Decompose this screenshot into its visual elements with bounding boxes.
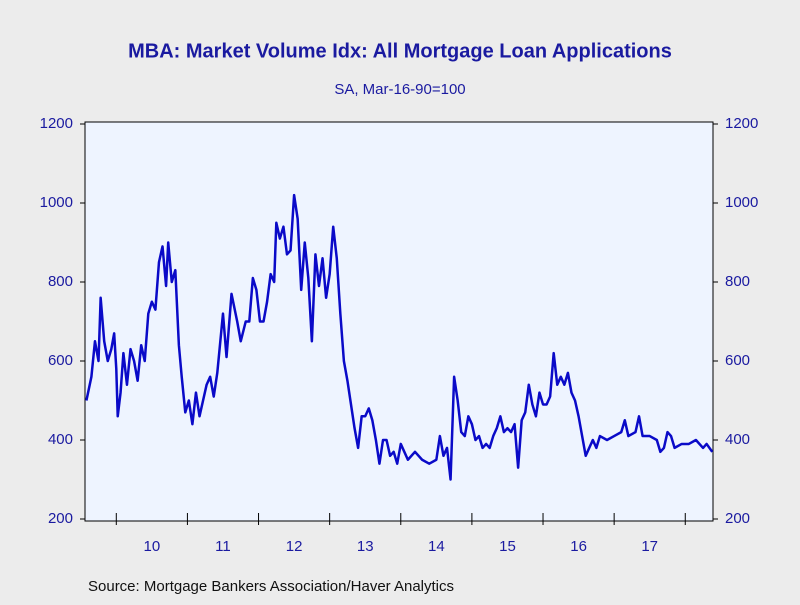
x-tick-label: 12	[286, 538, 303, 555]
y-tick-label: 200	[48, 510, 73, 527]
x-tick-label: 11	[215, 538, 231, 555]
y2-tick-label: 600	[725, 352, 750, 369]
chart-title: MBA: Market Volume Idx: All Mortgage Loa…	[128, 40, 672, 62]
y2-tick-label: 200	[725, 510, 750, 527]
chart-subtitle: SA, Mar-16-90=100	[334, 81, 465, 98]
y-tick-label: 1200	[40, 115, 73, 132]
y-tick-label: 400	[48, 431, 73, 448]
y2-tick-label: 1200	[725, 115, 758, 132]
plot-area	[84, 121, 714, 522]
y2-tick-label: 1000	[725, 194, 758, 211]
source: Source: Mortgage Bankers Association/Hav…	[88, 578, 454, 595]
x-tick-label: 16	[570, 538, 587, 555]
y-tick-label: 1000	[40, 194, 73, 211]
x-tick-label: 17	[641, 538, 658, 555]
y-tick-label: 600	[48, 352, 73, 369]
y-tick-label: 800	[48, 273, 73, 290]
data-line	[85, 193, 714, 481]
y2-tick-label: 400	[725, 431, 750, 448]
x-tick-label: 10	[144, 538, 161, 555]
x-tick-label: 13	[357, 538, 374, 555]
x-tick-label: 14	[428, 538, 445, 555]
y2-tick-label: 800	[725, 273, 750, 290]
x-tick-label: 15	[499, 538, 516, 555]
